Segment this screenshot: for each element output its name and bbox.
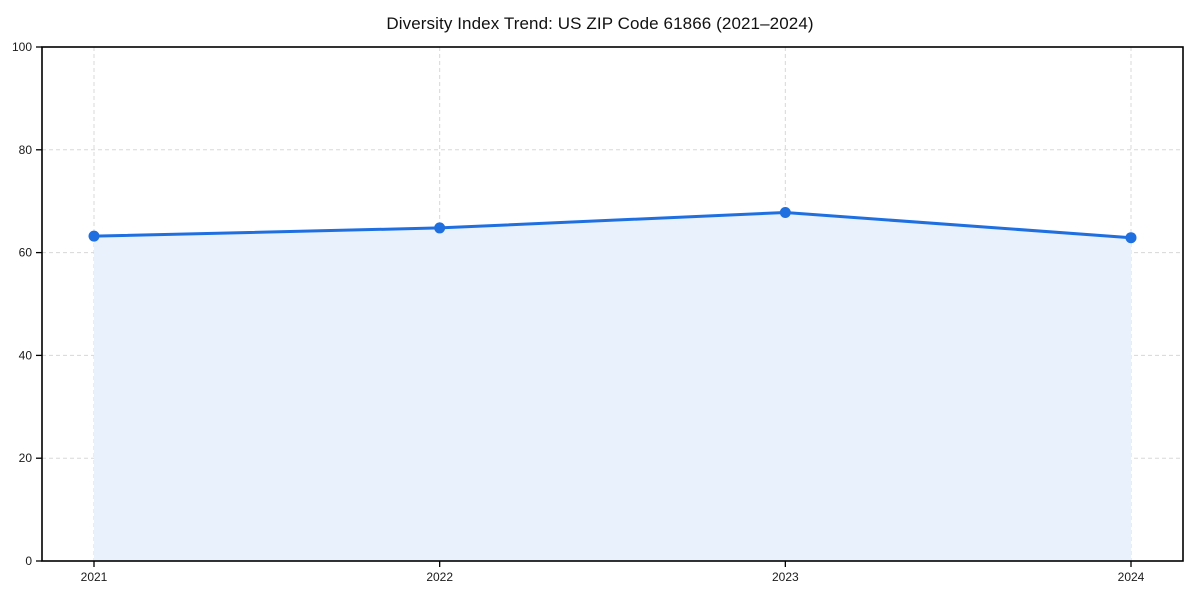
- x-tick-label: 2021: [81, 570, 108, 584]
- x-tick-label: 2023: [772, 570, 799, 584]
- data-point-2023: [779, 207, 791, 219]
- x-tick-label: 2024: [1118, 570, 1145, 584]
- data-point-2021: [88, 230, 100, 242]
- data-point-2024: [1125, 232, 1137, 244]
- data-point-2022: [434, 222, 446, 234]
- y-tick-label: 100: [12, 40, 32, 54]
- plot-frame: [41, 46, 1184, 562]
- y-tick-label: 80: [19, 143, 33, 157]
- trend-line: [92, 211, 1133, 240]
- y-tick-label: 0: [25, 554, 32, 568]
- area-fill: [94, 212, 1131, 561]
- chart-title: Diversity Index Trend: US ZIP Code 61866…: [386, 14, 814, 33]
- x-tick-label: 2022: [426, 570, 453, 584]
- y-tick-label: 20: [19, 451, 33, 465]
- y-tick-label: 40: [19, 348, 33, 362]
- y-tick-label: 60: [19, 246, 33, 260]
